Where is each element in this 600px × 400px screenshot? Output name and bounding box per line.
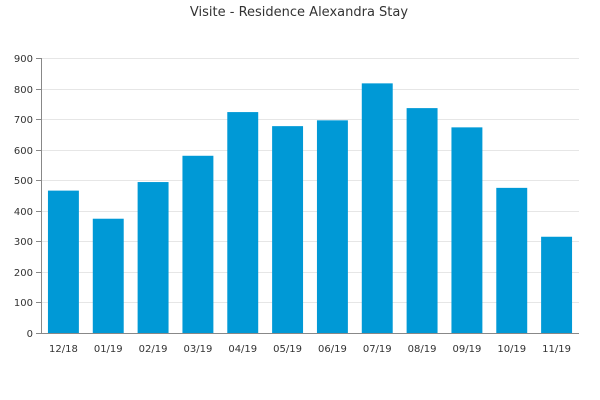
x-axis-ticks: 12/18 01/19 02/19 03/19 04/19 05/19 06/19 07/19… [49,344,571,355]
x-tick-label: 02/19 [139,344,168,355]
gridlines [41,58,579,303]
bar-10-19 [496,187,528,333]
y-tick-label: 700 [14,115,33,126]
bar-05-19 [272,126,304,333]
bar-11-19 [541,236,573,333]
axes [41,58,579,334]
y-tick-label: 0 [27,329,33,340]
chart-title: Visite - Residence Alexandra Stay [190,5,408,20]
y-tick-label: 200 [14,268,33,279]
x-tick-label: 08/19 [408,344,437,355]
y-tick-label: 800 [14,85,33,96]
bar-06-19 [316,120,348,333]
y-tick-label: 100 [14,298,33,309]
bars [47,83,573,333]
x-tick-label: 01/19 [94,344,123,355]
x-tick-label: 04/19 [228,344,257,355]
bar-09-19 [451,127,483,333]
x-tick-label: 03/19 [184,344,213,355]
x-tick-label: 11/19 [542,344,571,355]
x-tick-label: 10/19 [497,344,526,355]
y-tick-label: 500 [14,176,33,187]
bar-08-19 [406,108,438,333]
x-tick-label: 06/19 [318,344,347,355]
bar-03-19 [182,155,214,333]
y-tick-label: 600 [14,146,33,157]
y-tick-label: 900 [14,54,33,65]
x-tick-label: 09/19 [453,344,482,355]
x-tick-label: 07/19 [363,344,392,355]
y-axis-ticks: 0 100 200 300 400 500 600 700 800 900 [14,54,41,340]
bar-01-19 [92,218,124,333]
bar-02-19 [137,182,169,333]
bar-12-18 [47,190,79,333]
x-tick-label: 12/18 [49,344,78,355]
y-tick-label: 300 [14,237,33,248]
y-tick-label: 400 [14,207,33,218]
bar-04-19 [227,112,259,333]
x-tick-label: 05/19 [273,344,302,355]
bar-07-19 [361,83,393,333]
